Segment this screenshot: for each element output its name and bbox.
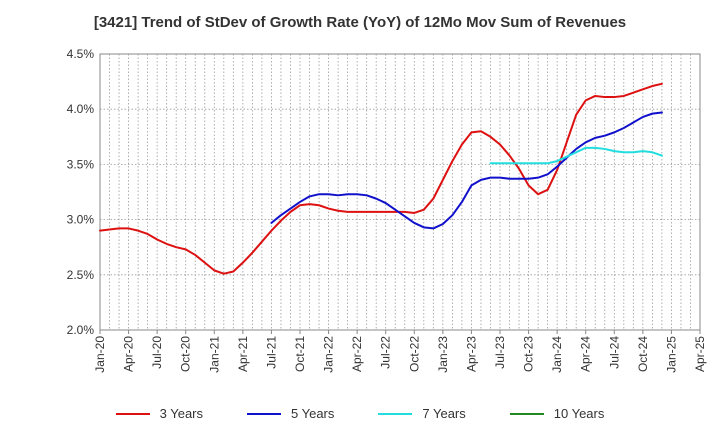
x-tick-label: Jan-22 bbox=[322, 336, 336, 373]
chart-title: [3421] Trend of StDev of Growth Rate (Yo… bbox=[93, 14, 627, 31]
x-tick-label: Jan-23 bbox=[436, 336, 450, 373]
legend-item-10-years: 10 Years bbox=[509, 406, 605, 421]
x-tick-label: Jul-23 bbox=[493, 336, 507, 369]
x-tick-label: Apr-21 bbox=[236, 336, 250, 372]
legend-item-7-years: 7 Years bbox=[378, 406, 466, 421]
x-tick-label: Jul-21 bbox=[264, 336, 278, 369]
x-tick-label: Jul-24 bbox=[607, 336, 621, 369]
legend: 3 Years 5 Years 7 Years 10 Years bbox=[0, 406, 720, 421]
x-tick-label: Jan-21 bbox=[207, 336, 221, 373]
y-tick-label: 2.5% bbox=[67, 268, 95, 282]
y-tick-label: 3.5% bbox=[67, 157, 95, 171]
series-layer bbox=[99, 82, 663, 275]
legend-label: 10 Years bbox=[553, 406, 605, 421]
y-tick-label: 4.5% bbox=[67, 47, 95, 61]
legend-swatch bbox=[509, 412, 544, 415]
legend-swatch bbox=[378, 412, 413, 415]
legend-swatch bbox=[247, 412, 281, 415]
axis-layer: 4.5% 4.0% 3.5% 3.0% 2.5% 2.0%Jan-20 Apr-20 Jul-… bbox=[67, 47, 707, 373]
x-tick-label: Jan-20 bbox=[93, 336, 107, 373]
legend-label: 7 Years bbox=[422, 406, 466, 421]
legend-label: 5 Years bbox=[291, 406, 335, 421]
x-tick-label: Jul-20 bbox=[150, 336, 164, 369]
x-tick-label: Apr-23 bbox=[464, 336, 478, 372]
legend-label: 3 Years bbox=[159, 406, 203, 421]
plot-border bbox=[99, 53, 701, 331]
x-tick-label: Oct-20 bbox=[179, 336, 193, 372]
x-tick-label: Oct-23 bbox=[522, 336, 536, 372]
y-tick-label: 3.0% bbox=[67, 213, 95, 227]
x-tick-label: Oct-22 bbox=[407, 336, 421, 372]
x-tick-label: Apr-24 bbox=[579, 336, 593, 372]
legend-item-3-years: 3 Years bbox=[115, 406, 203, 421]
x-tick-label: Jan-24 bbox=[550, 336, 564, 373]
series-line-5-years bbox=[270, 111, 663, 230]
series-line-3-years bbox=[99, 82, 663, 275]
x-tick-label: Jul-22 bbox=[379, 336, 393, 369]
legend-swatch bbox=[115, 412, 150, 415]
x-tick-label: Oct-24 bbox=[636, 336, 650, 372]
legend-item-5-years: 5 Years bbox=[247, 406, 334, 421]
x-tick-label: Apr-20 bbox=[122, 336, 136, 372]
x-tick-label: Apr-25 bbox=[693, 336, 707, 372]
x-tick-label: Apr-22 bbox=[350, 336, 364, 372]
series-line-7-years bbox=[489, 146, 663, 165]
x-tick-label: Jan-25 bbox=[664, 336, 678, 373]
y-tick-label: 2.0% bbox=[67, 323, 95, 337]
x-tick-label: Oct-21 bbox=[293, 336, 307, 372]
grid-layer bbox=[100, 54, 700, 330]
y-tick-label: 4.0% bbox=[67, 102, 95, 116]
